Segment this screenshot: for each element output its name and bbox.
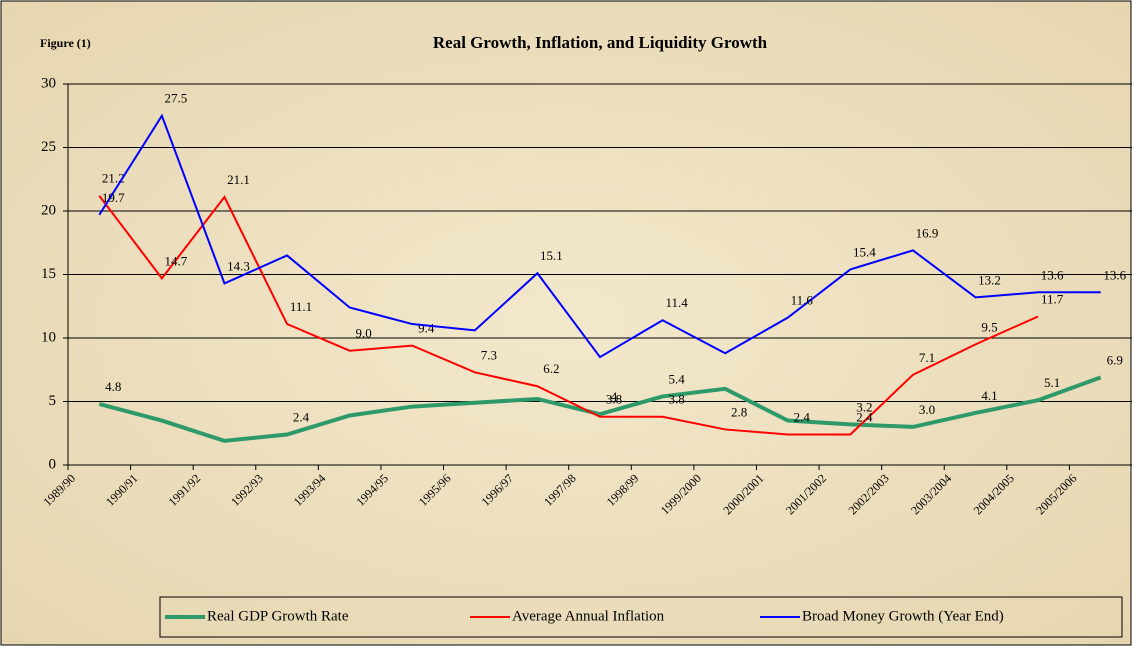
series-line: [98, 195, 1039, 436]
data-label: 5.1: [1044, 375, 1060, 390]
data-label: 4: [611, 389, 618, 404]
data-label: 11.7: [1041, 291, 1064, 306]
data-label: 9.0: [356, 326, 372, 341]
data-label: 4.8: [105, 379, 121, 394]
chart-title: Real Growth, Inflation, and Liquidity Gr…: [433, 33, 768, 52]
data-label: 3.2: [856, 399, 872, 414]
y-tick-label: 15: [41, 266, 56, 282]
data-label: 5.4: [668, 371, 685, 386]
data-label: 3.8: [668, 392, 684, 407]
data-label: 15.1: [540, 248, 563, 263]
data-label: 9.4: [418, 321, 435, 336]
y-tick-label: 25: [41, 139, 56, 155]
data-label: 13.6: [1041, 267, 1064, 282]
data-label: 4.1: [981, 388, 997, 403]
data-label: 21.1: [227, 172, 250, 187]
data-label: 16.9: [916, 225, 939, 240]
data-label: 6.9: [1107, 352, 1123, 367]
y-tick-label: 20: [41, 202, 56, 218]
data-label: 11.1: [290, 299, 312, 314]
data-label: 2.4: [293, 410, 310, 425]
data-label: 6.2: [543, 361, 559, 376]
legend-label: Real GDP Growth Rate: [207, 608, 349, 624]
y-tick-label: 10: [41, 329, 56, 345]
data-label: 14.3: [227, 258, 250, 273]
data-label: 11.4: [665, 295, 688, 310]
legend: [159, 596, 1123, 638]
annotation: Figure (1): [40, 36, 91, 50]
y-tick-label: 0: [49, 456, 57, 472]
y-tick-label: 5: [49, 393, 57, 409]
data-label: 2.8: [731, 404, 747, 419]
data-label: 2.4: [794, 410, 811, 425]
data-label: 14.7: [165, 253, 188, 268]
legend-label: Average Annual Inflation: [512, 608, 665, 624]
data-label: 3.8: [606, 392, 622, 407]
data-label: 11.6: [791, 293, 814, 308]
data-label: 13.2: [978, 272, 1001, 287]
legend-label: Broad Money Growth (Year End): [802, 608, 1004, 624]
data-label: 15.4: [853, 244, 876, 259]
series-line: [98, 375, 1102, 443]
data-label: 7.3: [481, 347, 497, 362]
data-label: 7.1: [919, 350, 935, 365]
data-label: 13.6: [1103, 267, 1126, 282]
data-label: 2.4: [856, 410, 873, 425]
series-line: [98, 113, 1101, 359]
data-label: 27.5: [165, 91, 188, 106]
y-tick-label: 30: [41, 75, 56, 91]
data-label: 19.7: [102, 190, 125, 205]
data-label: 3.0: [919, 402, 935, 417]
data-label: 9.5: [981, 319, 997, 334]
